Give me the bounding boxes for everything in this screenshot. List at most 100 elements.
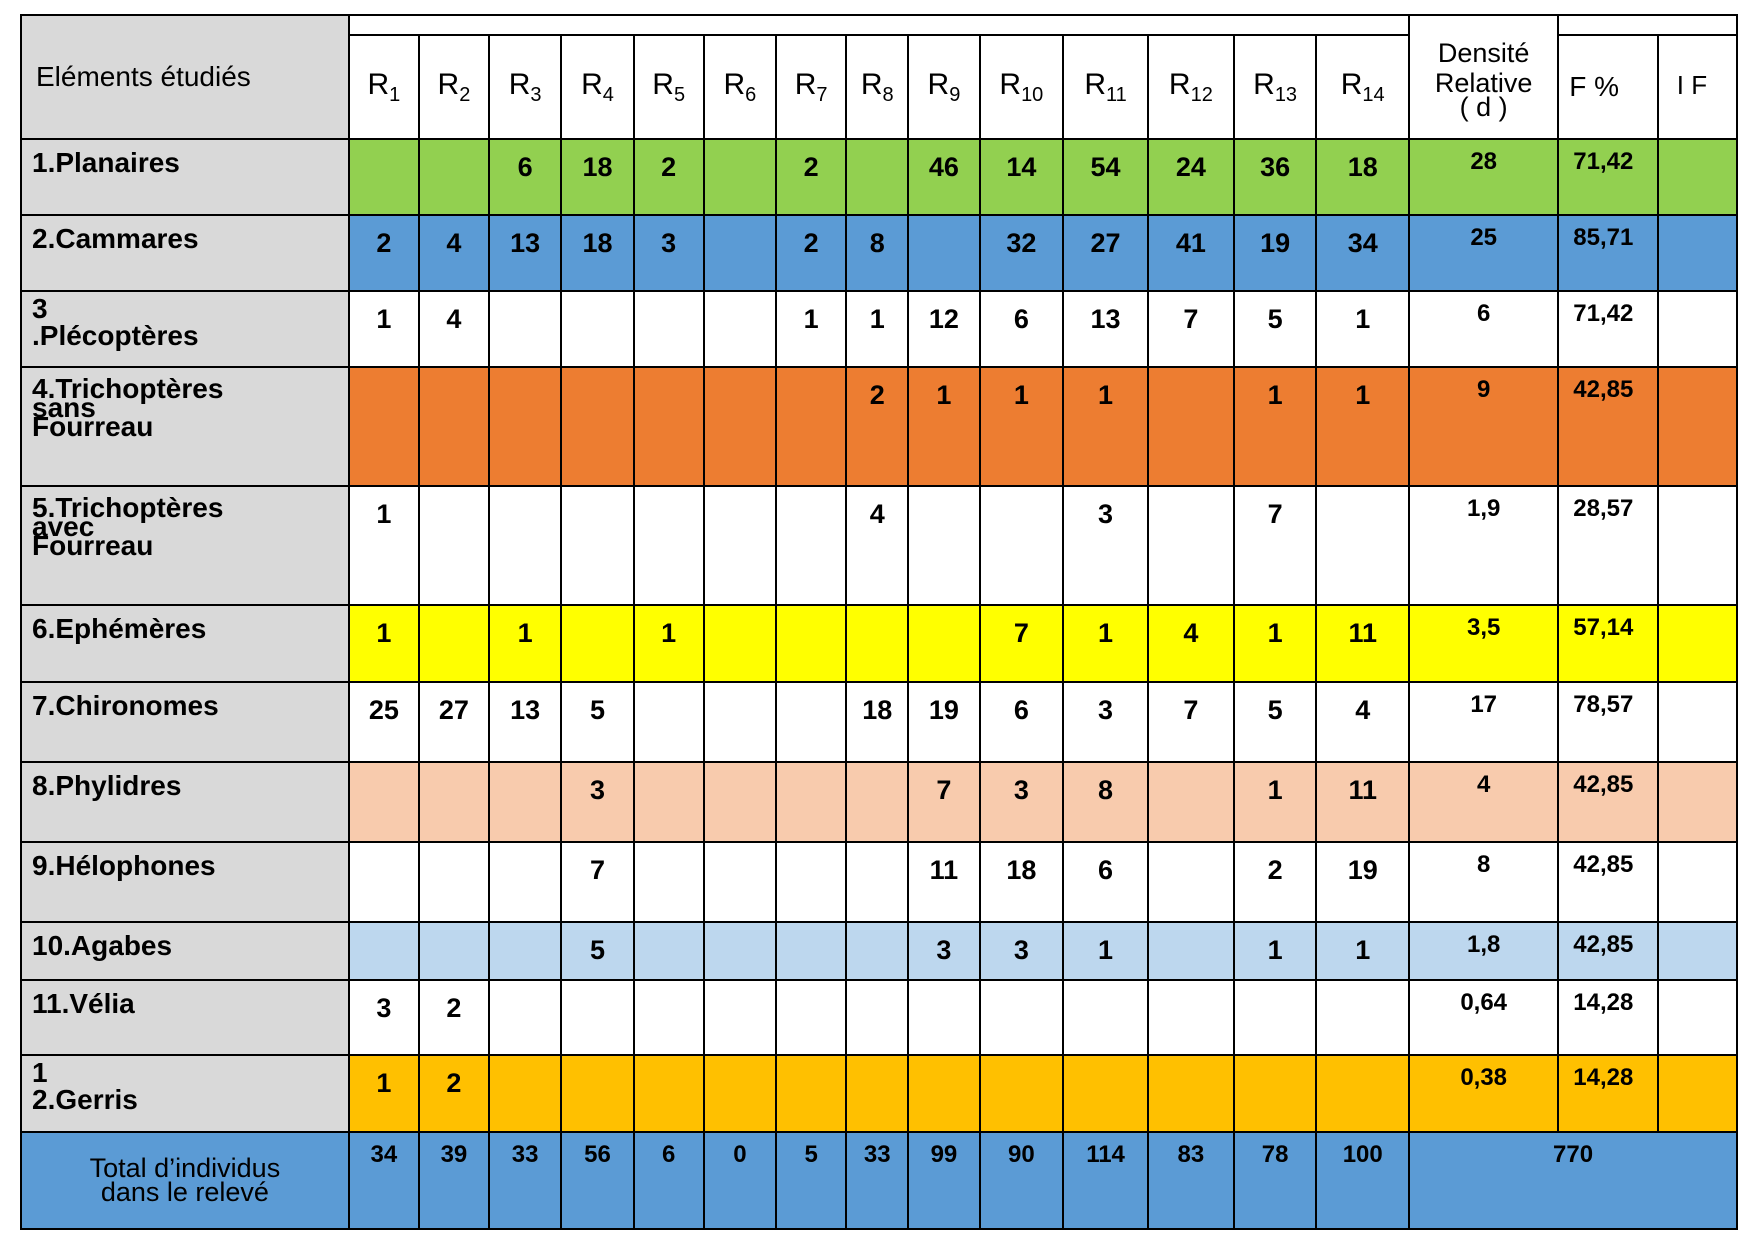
cell-r14: 11 bbox=[1315, 603, 1411, 683]
cell-r7: 1 bbox=[775, 289, 848, 369]
column-header-r14: R14 bbox=[1315, 34, 1411, 140]
cell-r10: 7 bbox=[978, 603, 1065, 683]
cell-r9: 7 bbox=[907, 760, 981, 844]
releve-letter: R bbox=[508, 67, 531, 101]
cell-r8 bbox=[845, 979, 910, 1056]
cell-r3: 6 bbox=[487, 138, 563, 216]
table-row: 7.Chironomes 25 27 13 5 18 19 6 3 7 5 4 17 78,57 bbox=[20, 680, 1739, 763]
cell-r8: 4 bbox=[845, 485, 910, 606]
cell-if bbox=[1656, 841, 1739, 924]
cell-r6 bbox=[702, 1053, 778, 1133]
table-row: 10.Agabes 5 3 3 1 1 1 1,8 42,85 bbox=[20, 921, 1739, 982]
cell-r10: 3 bbox=[978, 921, 1065, 982]
column-header-r13: R13 bbox=[1232, 34, 1318, 140]
cell-r1: 3 bbox=[347, 979, 420, 1056]
releve-number: 9 bbox=[949, 83, 961, 106]
column-header-r5: R5 bbox=[632, 34, 705, 140]
cell-r9: 11 bbox=[907, 841, 981, 924]
cell-r11: 3 bbox=[1062, 485, 1149, 606]
column-header-r3: R3 bbox=[487, 34, 563, 140]
cell-r8 bbox=[845, 841, 910, 924]
density-header-line1: Densité bbox=[1437, 38, 1530, 68]
cell-r4 bbox=[560, 979, 635, 1056]
column-header-elements: Eléments étudiés bbox=[20, 14, 350, 140]
cell-frequency: 57,14 bbox=[1557, 603, 1659, 683]
cell-r3 bbox=[487, 1053, 563, 1133]
table-row: 3 .Plécoptères 1 4 1 1 12 6 13 7 5 1 6 71,42 bbox=[20, 289, 1739, 369]
cell-r12 bbox=[1146, 485, 1235, 606]
cell-r4: 5 bbox=[560, 921, 635, 982]
total-r14: 100 bbox=[1315, 1130, 1411, 1231]
table-row: 9.Hélophones 7 11 18 6 2 19 8 42,85 bbox=[20, 841, 1739, 924]
cell-if bbox=[1656, 213, 1739, 292]
cell-r2 bbox=[417, 366, 490, 488]
table-header: Eléments étudiés Densité Relative ( d ) … bbox=[20, 14, 1739, 140]
cell-r9: 1 bbox=[907, 366, 981, 488]
row-label-line: 8.Phylidres bbox=[32, 769, 182, 801]
cell-r8: 18 bbox=[845, 680, 910, 763]
cell-r13: 2 bbox=[1232, 841, 1318, 924]
cell-r3: 1 bbox=[487, 603, 563, 683]
cell-r13: 7 bbox=[1232, 485, 1318, 606]
cell-r14: 34 bbox=[1315, 213, 1411, 292]
cell-r12: 41 bbox=[1146, 213, 1235, 292]
table-row: 6.Ephémères 1 1 1 7 1 4 1 11 3,5 57,14 bbox=[20, 603, 1739, 683]
releve-number: 8 bbox=[882, 83, 894, 106]
cell-frequency: 14,28 bbox=[1557, 1053, 1659, 1133]
inventory-table: Eléments étudiés Densité Relative ( d ) … bbox=[20, 14, 1739, 1231]
cell-if bbox=[1656, 1053, 1739, 1133]
releve-number: 2 bbox=[459, 83, 471, 106]
cell-r13: 1 bbox=[1232, 603, 1318, 683]
cell-r13 bbox=[1232, 979, 1318, 1056]
cell-density: 28 bbox=[1408, 138, 1560, 216]
cell-r7 bbox=[775, 485, 848, 606]
cell-r10: 6 bbox=[978, 680, 1065, 763]
cell-r8 bbox=[845, 1053, 910, 1133]
cell-r7 bbox=[775, 603, 848, 683]
row-label: 4.Trichoptères sans Fourreau bbox=[20, 366, 350, 488]
total-r8: 33 bbox=[845, 1130, 910, 1231]
cell-r9: 46 bbox=[907, 138, 981, 216]
cell-r9 bbox=[907, 979, 981, 1056]
cell-r13: 19 bbox=[1232, 213, 1318, 292]
total-r7: 5 bbox=[775, 1130, 848, 1231]
table-row: 5.Trichoptères avec Fourreau 1 4 3 7 1,9 28,57 bbox=[20, 485, 1739, 606]
row-label: 10.Agabes bbox=[20, 921, 350, 982]
cell-r6 bbox=[702, 138, 778, 216]
row-label: 5.Trichoptères avec Fourreau bbox=[20, 485, 350, 606]
totals-label: Total d’individus dans le relevé bbox=[20, 1130, 350, 1231]
cell-r4: 5 bbox=[560, 680, 635, 763]
table-row: 2.Cammares 2 4 13 18 3 2 8 32 27 41 19 34 25 85,71 bbox=[20, 213, 1739, 292]
cell-r3 bbox=[487, 366, 563, 488]
density-header-line3: ( d ) bbox=[1459, 92, 1508, 122]
totals-label-line: Total d’individus bbox=[89, 1153, 281, 1184]
cell-r10 bbox=[978, 1053, 1065, 1133]
cell-r6 bbox=[702, 680, 778, 763]
column-header-r8: R8 bbox=[845, 34, 910, 140]
cell-r5 bbox=[632, 979, 705, 1056]
cell-density: 3,5 bbox=[1408, 603, 1560, 683]
cell-r14: 11 bbox=[1315, 760, 1411, 844]
cell-frequency: 42,85 bbox=[1557, 366, 1659, 488]
column-header-frequency: F % bbox=[1557, 34, 1659, 140]
cell-density: 0,38 bbox=[1408, 1053, 1560, 1133]
table-body: 1.Planaires 6 18 2 2 46 14 54 24 36 18 28 71,42 2.Cam… bbox=[20, 138, 1739, 1231]
cell-if bbox=[1656, 680, 1739, 763]
row-label: 3 .Plécoptères bbox=[20, 289, 350, 369]
cell-r4 bbox=[560, 289, 635, 369]
cell-r6 bbox=[702, 485, 778, 606]
cell-r1: 1 bbox=[347, 289, 420, 369]
cell-r14: 4 bbox=[1315, 680, 1411, 763]
total-r5: 6 bbox=[632, 1130, 705, 1231]
releves-group-header bbox=[347, 14, 1411, 36]
cell-r3 bbox=[487, 289, 563, 369]
cell-r13: 1 bbox=[1232, 760, 1318, 844]
column-header-r2: R2 bbox=[417, 34, 490, 140]
cell-r14: 18 bbox=[1315, 138, 1411, 216]
total-r4: 56 bbox=[560, 1130, 635, 1231]
cell-r13: 36 bbox=[1232, 138, 1318, 216]
table-row: 11.Vélia 3 2 0,64 14,28 bbox=[20, 979, 1739, 1056]
column-header-r11: R11 bbox=[1062, 34, 1149, 140]
cell-frequency: 28,57 bbox=[1557, 485, 1659, 606]
cell-r11: 1 bbox=[1062, 921, 1149, 982]
